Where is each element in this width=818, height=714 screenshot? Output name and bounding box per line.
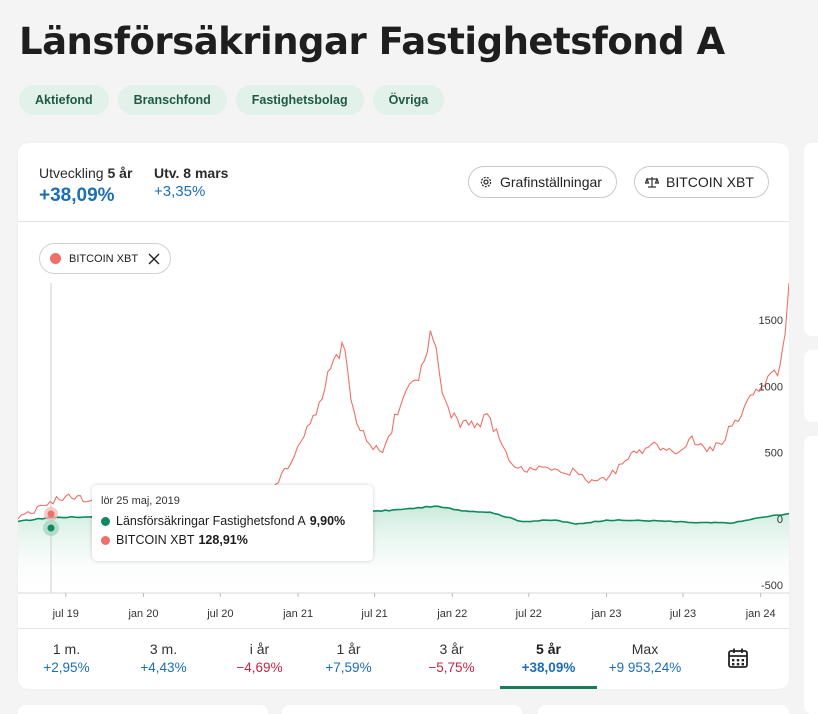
chart-tooltip: lör 25 maj, 2019 Länsförsäkringar Fastig… bbox=[92, 485, 373, 561]
period-selector: 1 m. +2,95% 3 m. +4,43% i år −4,69% 1 år… bbox=[18, 628, 789, 689]
fund-dot bbox=[101, 516, 110, 526]
period-value: +38,09% bbox=[521, 660, 576, 675]
period-value: +9 953,24% bbox=[608, 660, 682, 675]
period-label: Max bbox=[631, 641, 659, 657]
period-label: 1 år bbox=[336, 641, 361, 657]
compare-chip-label: BITCOIN XBT bbox=[69, 252, 139, 265]
period-5y[interactable]: 5 år +38,09% bbox=[500, 629, 597, 689]
gear-icon bbox=[480, 176, 492, 188]
tooltip-row-fund: Länsförsäkringar Fastighetsfond A 9,90% bbox=[101, 514, 364, 528]
period-label-prefix: Utveckling bbox=[39, 165, 104, 181]
tag-branschfond[interactable]: Branschfond bbox=[117, 85, 227, 115]
scale-icon bbox=[645, 177, 659, 188]
tag-ovriga[interactable]: Övriga bbox=[372, 85, 445, 115]
x-tick-label: jan 24 bbox=[745, 608, 776, 620]
bitcoin-hover-point bbox=[47, 510, 55, 518]
bottom-card-middle bbox=[282, 705, 522, 714]
compare-chip[interactable]: BITCOIN XBT bbox=[39, 243, 172, 274]
period-value: −4,69% bbox=[236, 660, 283, 675]
period-performance: Utveckling 5 år +38,09% bbox=[39, 165, 132, 207]
period-label-value: 5 år bbox=[107, 165, 133, 181]
side-card-top bbox=[804, 143, 818, 336]
period-1y[interactable]: 1 år +7,59% bbox=[300, 629, 397, 689]
y-tick-label: 0 bbox=[777, 514, 783, 526]
side-card-bottom bbox=[804, 436, 818, 714]
graph-settings-label: Grafinställningar bbox=[500, 174, 602, 190]
period-3y[interactable]: 3 år −5,75% bbox=[403, 629, 500, 689]
y-tick-label: 1000 bbox=[759, 381, 783, 393]
period-max[interactable]: Max +9 953,24% bbox=[595, 629, 695, 689]
tooltip-bitcoin-value: 128,91% bbox=[198, 533, 248, 547]
y-tick-label: -500 bbox=[761, 580, 783, 592]
tooltip-row-bitcoin: BITCOIN XBT 128,91% bbox=[101, 533, 364, 547]
tooltip-date: lör 25 maj, 2019 bbox=[101, 495, 180, 507]
bitcoin-dot bbox=[101, 535, 110, 545]
tooltip-fund-name: Länsförsäkringar Fastighetsfond A bbox=[116, 514, 306, 528]
period-value: +2,95% bbox=[43, 660, 90, 675]
active-period-indicator bbox=[500, 686, 597, 689]
bitcoin-series-line bbox=[18, 282, 789, 520]
period-label: 5 år bbox=[536, 641, 561, 657]
bottom-card-left bbox=[18, 705, 268, 714]
tooltip-fund-value: 9,90% bbox=[309, 514, 346, 528]
period-value: −5,75% bbox=[428, 660, 475, 675]
x-tick-label: jan 22 bbox=[436, 608, 467, 620]
period-value: +4,43% bbox=[140, 660, 187, 675]
compare-button-label: BITCOIN XBT bbox=[666, 174, 754, 190]
period-label: i år bbox=[249, 641, 270, 657]
page-title: Länsförsäkringar Fastighetsfond A bbox=[19, 20, 725, 63]
x-tick-label: jan 20 bbox=[127, 608, 158, 620]
graph-settings-button[interactable]: Grafinställningar bbox=[468, 166, 617, 198]
tag-fastighetsbolag[interactable]: Fastighetsbolag bbox=[235, 85, 364, 115]
period-label: 3 år bbox=[439, 641, 464, 657]
period-ytd[interactable]: i år −4,69% bbox=[211, 629, 308, 689]
x-tick-label: jan 23 bbox=[591, 608, 622, 620]
category-tags: Aktiefond Branschfond Fastighetsbolag Öv… bbox=[19, 85, 445, 115]
period-3m[interactable]: 3 m. +4,43% bbox=[115, 629, 212, 689]
x-tick-label: jul 22 bbox=[515, 608, 542, 620]
date-performance: Utv. 8 mars +3,35% bbox=[154, 165, 228, 200]
x-tick-label: jul 21 bbox=[360, 608, 387, 620]
fund-hover-point bbox=[47, 524, 55, 532]
period-label: 1 m. bbox=[52, 641, 81, 657]
bottom-card-right bbox=[538, 705, 789, 714]
date-label: Utv. 8 mars bbox=[154, 165, 229, 181]
x-tick-label: jul 23 bbox=[669, 608, 696, 620]
period-change: +38,09% bbox=[39, 185, 115, 206]
y-tick-label: 500 bbox=[765, 448, 783, 460]
x-tick-label: jul 19 bbox=[52, 608, 79, 620]
chart-card: Utveckling 5 år +38,09% Utv. 8 mars +3,3… bbox=[18, 143, 789, 689]
header-divider bbox=[18, 221, 789, 222]
x-tick-label: jul 20 bbox=[206, 608, 233, 620]
x-tick-label: jan 21 bbox=[282, 608, 313, 620]
close-icon[interactable] bbox=[148, 253, 160, 265]
period-1m[interactable]: 1 m. +2,95% bbox=[18, 629, 115, 689]
period-label: 3 m. bbox=[149, 641, 178, 657]
tooltip-bitcoin-name: BITCOIN XBT bbox=[116, 533, 195, 547]
tag-aktiefond[interactable]: Aktiefond bbox=[19, 85, 109, 115]
compare-button[interactable]: BITCOIN XBT bbox=[634, 166, 769, 198]
period-value: +7,59% bbox=[325, 660, 372, 675]
calendar-icon[interactable] bbox=[727, 647, 749, 669]
y-tick-label: 1500 bbox=[759, 315, 783, 327]
bitcoin-legend-dot bbox=[50, 253, 61, 264]
side-card-middle bbox=[804, 350, 818, 422]
date-change: +3,35% bbox=[154, 183, 206, 200]
